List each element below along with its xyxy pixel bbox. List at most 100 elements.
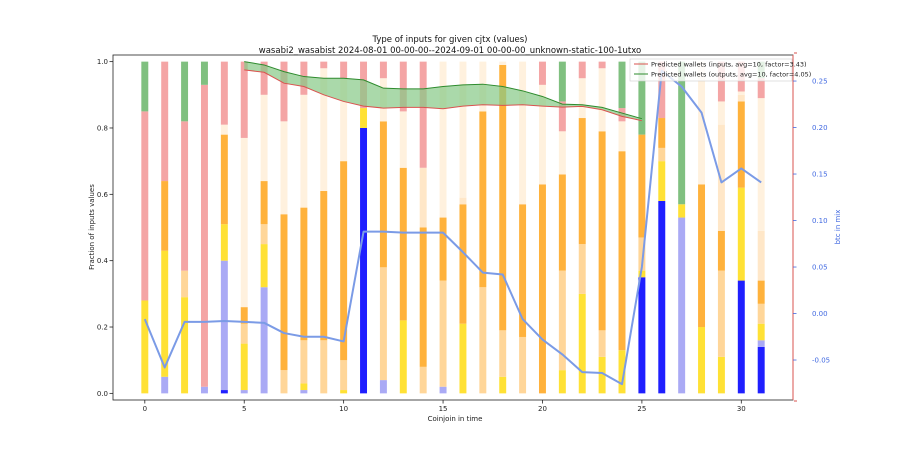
bar-segment-23-yellow [598,356,606,394]
bar-segment-5-moccasin [240,323,248,344]
bar-segment-20-linen [538,84,546,185]
bar-segment-26-yellow [658,161,666,201]
y2-tick-label-0.2: 0.20 [812,124,828,132]
bar-segment-4-yellow [220,224,228,261]
bar-segment-1-lightblue [161,376,169,394]
bar-segment-25-orange [638,134,646,238]
bar-segment-10-moccasin [340,360,348,391]
bar-segment-22-yellow [578,293,586,394]
bar-segment-31-bisque [757,230,765,281]
bar-segment-0-green [141,61,149,112]
bar-segment-27-lightblue [678,217,686,394]
y2-tick-label-0.25: 0.25 [812,78,828,86]
y2-tick-label--0.05: -0.05 [812,357,830,365]
bar-segment-10-yellow [340,390,348,394]
bar-segment-26-pink [658,61,666,119]
bar-segment-21-yellow [558,370,566,394]
bar-segment-24-orange [618,151,626,351]
bar-segment-31-lightblue [757,340,765,347]
bar-segment-13-orange [399,167,407,321]
bar-segment-18-moccasin [499,330,507,377]
x-tick-label-15: 15 [439,405,448,413]
bar-segment-22-orange [578,118,586,245]
bar-segment-31-yellow [757,323,765,341]
bar-segment-9-linen [320,68,328,192]
bar-segment-24-linen [618,121,626,152]
x-tick-label-30: 30 [737,405,746,413]
bar-segment-12-pink [379,61,387,79]
legend: Predicted wallets (inputs, avg=10, facto… [629,58,811,82]
bar-segment-7-orange [280,214,288,371]
bar-segment-19-moccasin [519,336,527,394]
bar-segment-31-blue [757,346,765,394]
bar-segment-15-orange [439,217,447,281]
bar-segment-28-linen [698,61,706,185]
bar-segment-2-pink [181,121,189,271]
bar-segment-21-moccasin [558,270,566,371]
y-tick-label-0.2: 0.2 [97,324,108,332]
predicted-outputs-line [244,61,643,120]
bar-segment-0-pink [141,111,149,301]
bar-segment-23-moccasin [598,330,606,357]
bar-segment-16-yellow [459,323,467,394]
bar-segment-1-pink [161,61,169,182]
bar-segment-27-green [678,61,686,205]
bar-segment-6-yellow [260,244,268,288]
axes-layer: 0 5 10 15 20 25 30 0.0 0.2 0.4 0.6 0.8 1.0 -0.05 0.00 0… [97,52,830,413]
bar-segment-12-lightblue [379,380,387,394]
bar-segment-25-moccasin [638,237,646,271]
bar-segment-5-linen [240,137,248,308]
bar-segment-4-lightblue [220,260,228,391]
bar-segment-30-yellow [737,187,745,281]
bar-segment-26-moccasin [658,147,666,162]
bar-segment-29-linen [717,101,725,125]
bar-segment-8-lightblue [300,390,308,394]
bar-segment-6-linen [260,94,268,182]
bar-segment-26-blue [658,200,666,394]
bar-segment-9-orange [320,191,328,341]
y-tick-label-0.4: 0.4 [97,257,109,265]
bar-segment-23-pink [598,61,606,69]
bar-segment-13-yellow [399,320,407,394]
bar-segment-28-yellow [698,327,706,394]
bar-segment-19-linen [519,61,527,205]
bar-segment-5-orange [240,307,248,324]
bar-segment-14-moccasin [419,366,427,394]
bar-segment-5-yellow [240,343,248,391]
bar-segment-7-moccasin [280,370,288,394]
bar-segment-24-yellow [618,350,626,394]
bar-segment-14-orange [419,227,427,367]
bar-segment-6-moccasin [260,224,268,245]
bar-segment-11-blue [360,127,368,394]
bar-segment-14-pink [419,61,427,168]
bar-segment-3-lightblue [200,386,208,394]
bar-segment-21-pink [558,101,566,132]
lines-layer [143,61,762,386]
bar-segment-1-orange [161,181,169,251]
y-tick-label-1: 1.0 [97,58,108,66]
bar-segment-6-lightblue [260,287,268,394]
bar-segment-11-yellow [360,108,368,128]
bar-segment-15-linen [439,61,447,218]
bar-segment-15-moccasin [439,280,447,387]
bar-segment-6-orange [260,181,268,225]
bars-layer [141,61,765,394]
y-tick-label-0.6: 0.6 [97,191,109,199]
bar-segment-10-pink [340,61,348,79]
bar-segment-1-yellow [161,250,169,377]
bar-segment-25-green [638,61,646,135]
bar-segment-12-orange [379,121,387,268]
bar-segment-9-pink [320,61,328,69]
bar-segment-18-orange [499,64,507,331]
y-tick-label-0.8: 0.8 [97,124,108,132]
bar-segment-5-lightblue [240,390,248,394]
bar-segment-24-green [618,61,626,109]
bar-segment-7-linen [280,121,288,215]
bar-segment-8-yellow [300,383,308,391]
bar-segment-4-linen [220,124,228,135]
y2-tick-label-0.05: 0.05 [812,264,828,272]
bar-segment-6-pink [260,61,268,95]
bar-segment-30-orange [737,101,745,188]
x-tick-label-20: 20 [538,405,547,413]
